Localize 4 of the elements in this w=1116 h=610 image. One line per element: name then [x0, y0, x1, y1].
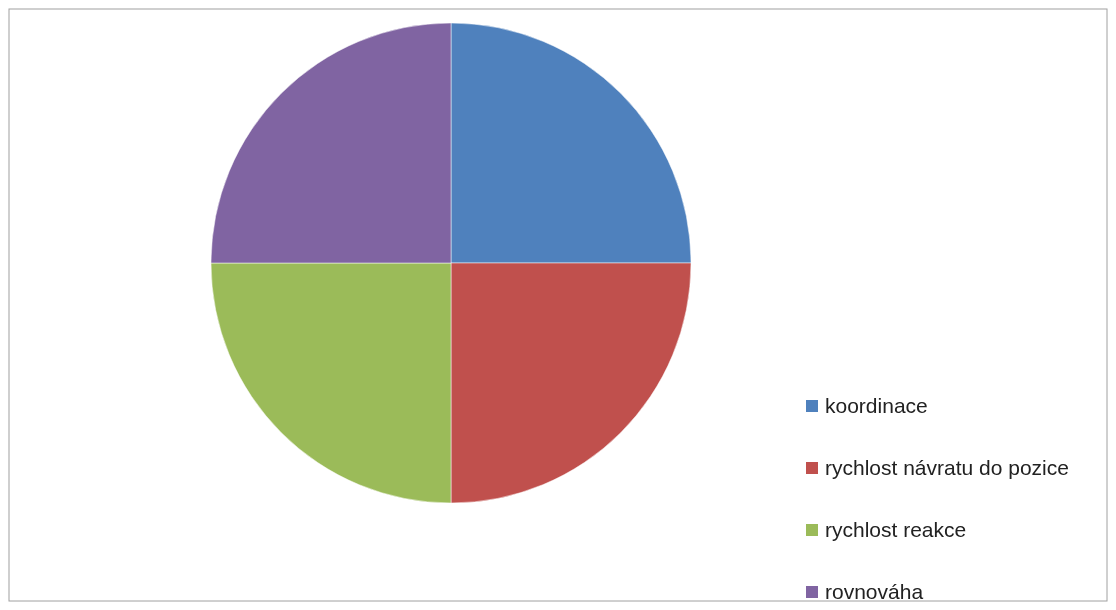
- legend-label: koordinace: [825, 394, 928, 418]
- legend-label: rychlost návratu do pozice: [825, 456, 1069, 480]
- legend-label: rychlost reakce: [825, 518, 967, 542]
- legend-label: rovnováha: [825, 580, 924, 604]
